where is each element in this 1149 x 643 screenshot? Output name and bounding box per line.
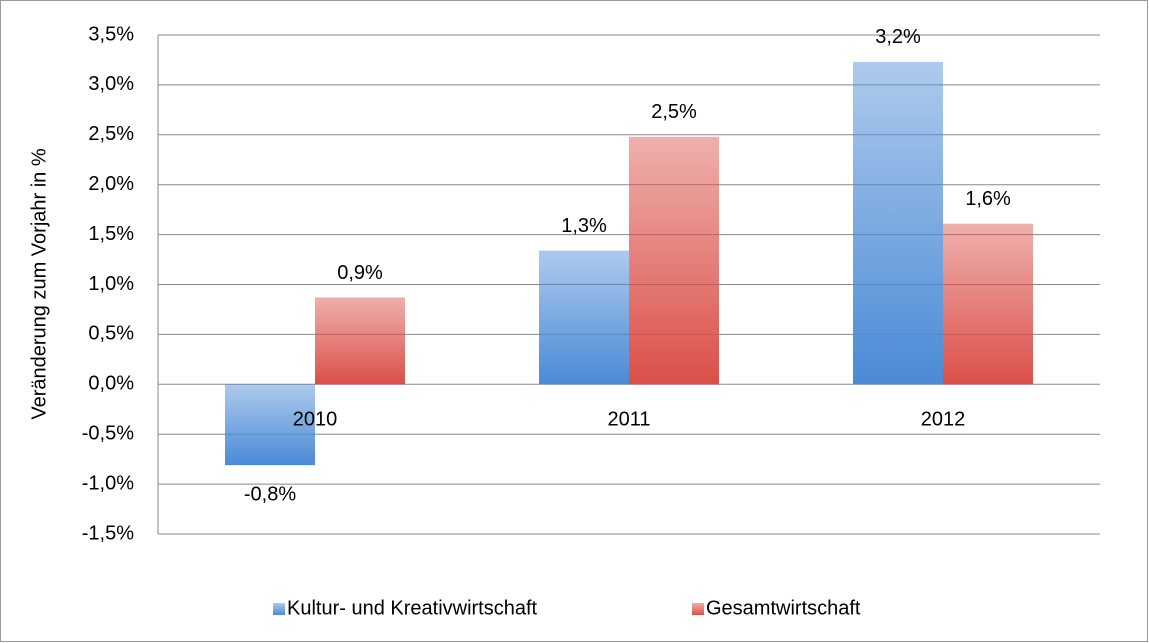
legend-label: Gesamtwirtschaft	[706, 597, 861, 619]
y-tick-label: 2,5%	[88, 123, 134, 145]
y-tick-label: -0,5%	[82, 422, 134, 444]
bar	[853, 61, 943, 385]
x-tick-label: 2012	[921, 409, 966, 431]
value-label: 0,9%	[337, 262, 383, 284]
bar	[539, 250, 629, 385]
y-tick-label: 3,5%	[88, 23, 134, 45]
legend-label: Kultur- und Kreativwirtschaft	[287, 597, 538, 619]
x-tick-label: 2010	[293, 409, 338, 431]
bar	[315, 297, 405, 385]
y-tick-label: 1,0%	[88, 273, 134, 295]
bar	[629, 136, 719, 385]
y-tick-label: 3,0%	[88, 73, 134, 95]
y-tick-label: 2,0%	[88, 173, 134, 195]
y-tick-label: 0,0%	[88, 373, 134, 395]
x-tick-label: 2011	[607, 409, 650, 431]
value-label: 1,3%	[561, 215, 607, 237]
y-tick-label: -1,5%	[82, 522, 134, 544]
legend-swatch	[692, 603, 704, 615]
value-label: 2,5%	[651, 101, 697, 123]
value-label: 1,6%	[965, 188, 1011, 210]
bar	[225, 384, 315, 466]
y-tick-label: 0,5%	[88, 323, 134, 345]
bar	[943, 223, 1033, 385]
value-label: -0,8%	[244, 483, 296, 505]
y-tick-label: -1,0%	[82, 472, 134, 494]
y-tick-label: 1,5%	[88, 223, 134, 245]
value-label: 3,2%	[875, 26, 921, 48]
legend-swatch	[273, 603, 285, 615]
y-axis-label: Veränderung zum Vorjahr in %	[28, 148, 50, 419]
